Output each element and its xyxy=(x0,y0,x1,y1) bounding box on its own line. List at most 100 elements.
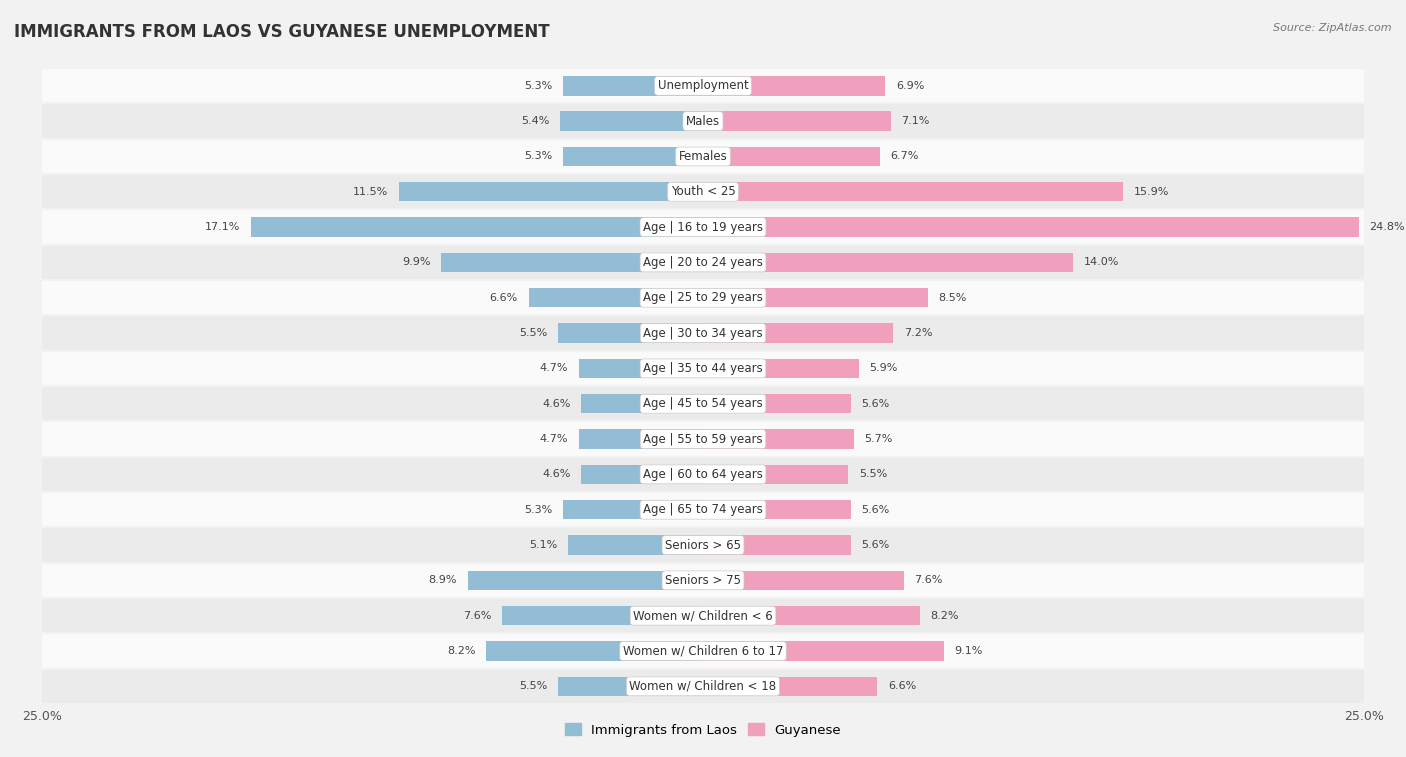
Bar xyxy=(42,634,1364,668)
Bar xyxy=(42,562,1364,598)
Text: 9.1%: 9.1% xyxy=(955,646,983,656)
Bar xyxy=(42,422,1364,456)
Text: 8.5%: 8.5% xyxy=(938,293,967,303)
Text: 8.2%: 8.2% xyxy=(931,611,959,621)
Text: 5.3%: 5.3% xyxy=(524,81,553,91)
Text: Seniors > 75: Seniors > 75 xyxy=(665,574,741,587)
Bar xyxy=(703,677,877,696)
Text: 5.4%: 5.4% xyxy=(522,116,550,126)
Text: Age | 16 to 19 years: Age | 16 to 19 years xyxy=(643,220,763,234)
Bar xyxy=(582,394,703,413)
Text: 24.8%: 24.8% xyxy=(1369,222,1405,232)
Bar xyxy=(42,245,1364,280)
Text: 5.1%: 5.1% xyxy=(530,540,558,550)
Bar xyxy=(703,253,1073,273)
Text: IMMIGRANTS FROM LAOS VS GUYANESE UNEMPLOYMENT: IMMIGRANTS FROM LAOS VS GUYANESE UNEMPLO… xyxy=(14,23,550,41)
Bar xyxy=(703,359,859,378)
Text: 15.9%: 15.9% xyxy=(1133,187,1170,197)
Bar xyxy=(703,182,1123,201)
Text: Youth < 25: Youth < 25 xyxy=(671,185,735,198)
Bar xyxy=(582,465,703,484)
Bar xyxy=(579,359,703,378)
Text: Women w/ Children 6 to 17: Women w/ Children 6 to 17 xyxy=(623,644,783,658)
Text: 5.6%: 5.6% xyxy=(862,505,890,515)
Bar xyxy=(252,217,703,237)
Text: 7.6%: 7.6% xyxy=(914,575,943,585)
Bar xyxy=(558,677,703,696)
Bar xyxy=(42,139,1364,174)
Text: 7.6%: 7.6% xyxy=(463,611,492,621)
Bar xyxy=(562,147,703,167)
Bar xyxy=(42,456,1364,492)
Bar xyxy=(42,598,1364,634)
Bar xyxy=(703,147,880,167)
Bar xyxy=(703,535,851,555)
Bar xyxy=(42,280,1364,316)
Text: 9.9%: 9.9% xyxy=(402,257,430,267)
Text: Age | 55 to 59 years: Age | 55 to 59 years xyxy=(643,432,763,446)
Bar xyxy=(42,210,1364,245)
Text: 5.7%: 5.7% xyxy=(865,434,893,444)
Text: 6.9%: 6.9% xyxy=(896,81,924,91)
Bar xyxy=(42,68,1364,104)
Bar xyxy=(441,253,703,273)
Text: 7.1%: 7.1% xyxy=(901,116,929,126)
Text: 5.5%: 5.5% xyxy=(859,469,887,479)
Bar xyxy=(399,182,703,201)
Bar xyxy=(703,76,886,95)
Text: 5.6%: 5.6% xyxy=(862,540,890,550)
Bar xyxy=(502,606,703,625)
Bar xyxy=(562,500,703,519)
Text: 5.6%: 5.6% xyxy=(862,399,890,409)
Bar xyxy=(703,394,851,413)
Bar xyxy=(42,350,1364,386)
Bar xyxy=(42,668,1364,704)
Text: Age | 20 to 24 years: Age | 20 to 24 years xyxy=(643,256,763,269)
Text: 11.5%: 11.5% xyxy=(353,187,388,197)
Text: Age | 60 to 64 years: Age | 60 to 64 years xyxy=(643,468,763,481)
Bar xyxy=(703,429,853,449)
Bar xyxy=(42,104,1364,139)
Text: Age | 65 to 74 years: Age | 65 to 74 years xyxy=(643,503,763,516)
Text: 14.0%: 14.0% xyxy=(1084,257,1119,267)
Text: 6.7%: 6.7% xyxy=(890,151,920,161)
Bar xyxy=(703,500,851,519)
Bar xyxy=(468,571,703,590)
Text: 5.5%: 5.5% xyxy=(519,681,547,691)
Text: 6.6%: 6.6% xyxy=(889,681,917,691)
Bar xyxy=(703,606,920,625)
Bar xyxy=(703,288,928,307)
Text: 4.6%: 4.6% xyxy=(543,469,571,479)
Text: 5.9%: 5.9% xyxy=(869,363,898,373)
Bar xyxy=(42,316,1364,350)
Text: 4.7%: 4.7% xyxy=(540,434,568,444)
Text: 5.3%: 5.3% xyxy=(524,151,553,161)
Text: 7.2%: 7.2% xyxy=(904,328,932,338)
Text: 4.7%: 4.7% xyxy=(540,363,568,373)
Bar xyxy=(703,641,943,661)
Bar xyxy=(558,323,703,343)
Bar xyxy=(562,76,703,95)
Text: Women w/ Children < 6: Women w/ Children < 6 xyxy=(633,609,773,622)
Text: Unemployment: Unemployment xyxy=(658,79,748,92)
Text: Age | 35 to 44 years: Age | 35 to 44 years xyxy=(643,362,763,375)
Text: 8.2%: 8.2% xyxy=(447,646,475,656)
Text: 5.3%: 5.3% xyxy=(524,505,553,515)
Text: Seniors > 65: Seniors > 65 xyxy=(665,538,741,552)
Bar xyxy=(42,174,1364,210)
Bar xyxy=(703,323,893,343)
Bar xyxy=(703,571,904,590)
Bar xyxy=(560,111,703,131)
Text: 4.6%: 4.6% xyxy=(543,399,571,409)
Bar xyxy=(42,528,1364,562)
Text: Women w/ Children < 18: Women w/ Children < 18 xyxy=(630,680,776,693)
Text: 8.9%: 8.9% xyxy=(429,575,457,585)
Bar xyxy=(486,641,703,661)
Bar xyxy=(703,465,848,484)
Text: Source: ZipAtlas.com: Source: ZipAtlas.com xyxy=(1274,23,1392,33)
Legend: Immigrants from Laos, Guyanese: Immigrants from Laos, Guyanese xyxy=(560,718,846,742)
Text: Age | 30 to 34 years: Age | 30 to 34 years xyxy=(643,326,763,340)
Bar xyxy=(579,429,703,449)
Text: Age | 45 to 54 years: Age | 45 to 54 years xyxy=(643,397,763,410)
Text: 6.6%: 6.6% xyxy=(489,293,517,303)
